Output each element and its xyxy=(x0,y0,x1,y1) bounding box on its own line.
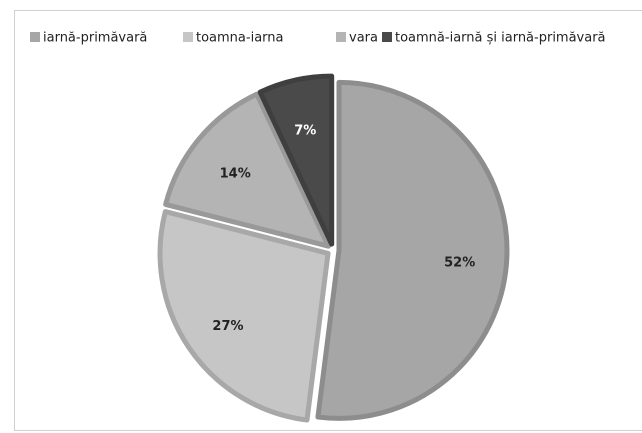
pie-slice xyxy=(157,209,331,423)
data-label: 14% xyxy=(220,167,251,182)
legend-label: toamnă-iarnă și iarnă-primăvară xyxy=(395,31,606,46)
data-label: 7% xyxy=(294,124,316,139)
data-label: 27% xyxy=(212,319,243,334)
legend-label: vara xyxy=(349,31,378,46)
legend-swatch xyxy=(183,32,193,42)
data-label: 52% xyxy=(444,255,475,270)
pie-slice xyxy=(257,73,335,247)
chart-frame xyxy=(14,10,642,431)
legend-label: toamna-iarna xyxy=(196,31,283,46)
legend-swatch xyxy=(382,32,392,42)
pie-slice xyxy=(163,91,331,249)
legend-swatch xyxy=(336,32,346,42)
legend-swatch xyxy=(30,32,40,42)
pie-slice xyxy=(315,79,510,421)
legend-label: iarnă-primăvară xyxy=(43,31,147,46)
